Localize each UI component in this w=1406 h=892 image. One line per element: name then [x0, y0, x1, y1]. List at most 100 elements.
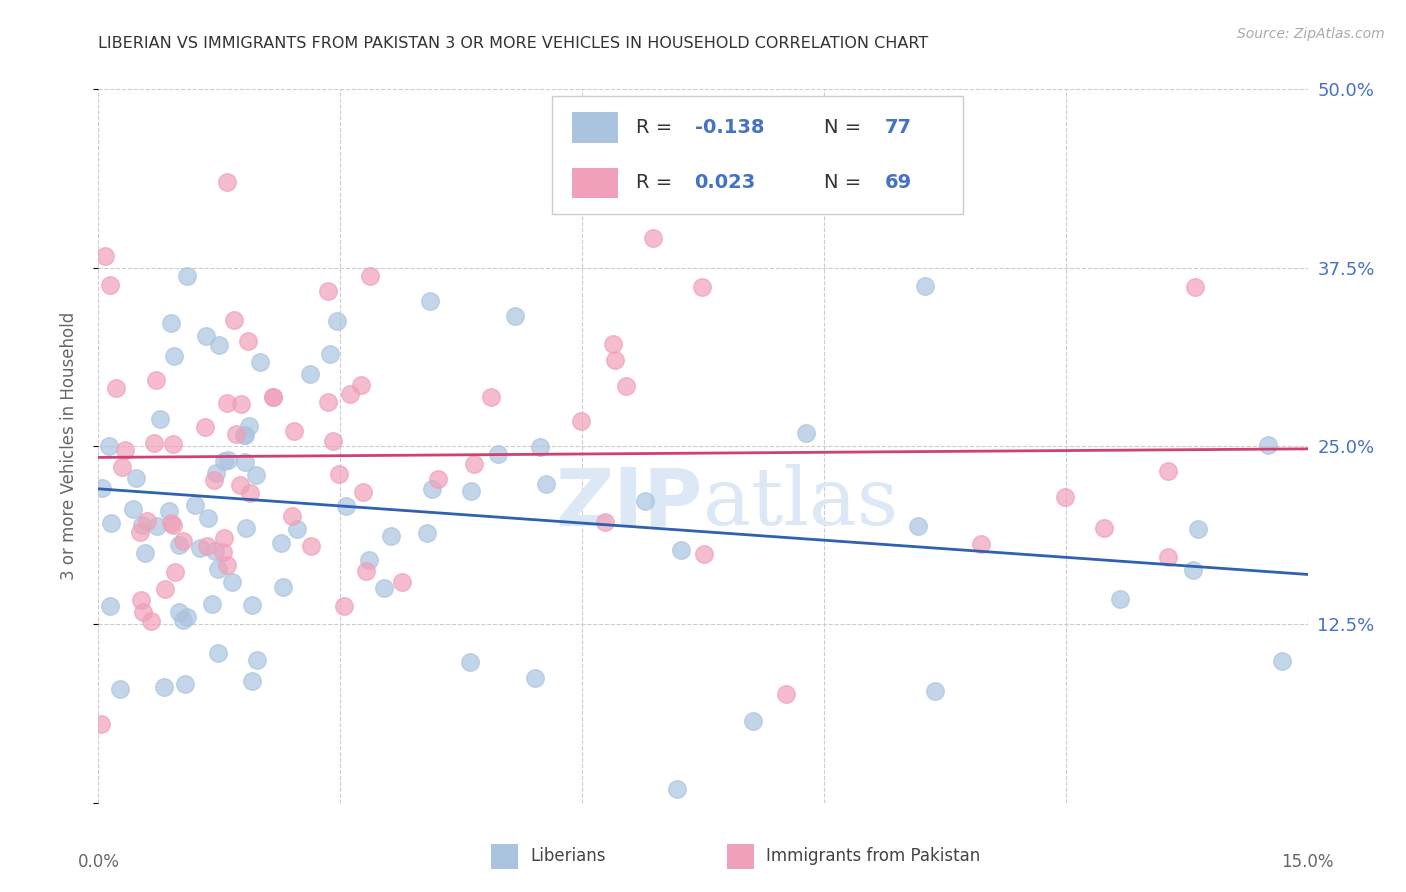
Point: [596, 125, 619, 139]
Point: [299, 539, 322, 553]
Point: [488, 447, 510, 461]
Point: [100, 516, 122, 530]
FancyBboxPatch shape: [727, 844, 754, 869]
Point: [201, 597, 224, 611]
Point: [215, 175, 238, 189]
Point: [131, 517, 153, 532]
Point: [145, 519, 167, 533]
Point: [98, 277, 121, 292]
Point: [111, 459, 134, 474]
Point: [249, 355, 271, 369]
Y-axis label: 3 or more Vehicles in Household: 3 or more Vehicles in Household: [59, 312, 77, 580]
Text: Source: ZipAtlas.com: Source: ZipAtlas.com: [1237, 27, 1385, 41]
Point: [228, 478, 250, 492]
Point: [231, 396, 253, 410]
Point: [245, 467, 267, 482]
Text: 69: 69: [884, 173, 911, 193]
Point: [914, 278, 936, 293]
Point: [373, 581, 395, 595]
Point: [90, 716, 112, 731]
Point: [114, 443, 136, 458]
Point: [205, 466, 228, 480]
Point: [281, 509, 304, 524]
Point: [1109, 591, 1132, 606]
Point: [238, 419, 260, 434]
Point: [299, 367, 322, 381]
Point: [222, 313, 245, 327]
Point: [202, 473, 225, 487]
Point: [197, 511, 219, 525]
Point: [690, 280, 713, 294]
Point: [212, 531, 235, 545]
Point: [426, 472, 449, 486]
Point: [634, 493, 657, 508]
Point: [121, 501, 143, 516]
Point: [419, 293, 441, 308]
Point: [335, 500, 357, 514]
Point: [188, 541, 211, 556]
Point: [157, 503, 180, 517]
Point: [463, 457, 485, 471]
Point: [359, 269, 381, 284]
Point: [569, 414, 592, 428]
Point: [693, 547, 716, 561]
Point: [145, 373, 167, 387]
Point: [194, 420, 217, 434]
Point: [907, 519, 929, 533]
Point: [129, 593, 152, 607]
Point: [270, 536, 292, 550]
FancyBboxPatch shape: [492, 844, 517, 869]
Text: R =: R =: [637, 118, 679, 137]
Point: [523, 671, 546, 685]
Point: [1157, 550, 1180, 565]
Point: [240, 673, 263, 688]
Point: [176, 610, 198, 624]
Point: [217, 453, 239, 467]
Point: [162, 437, 184, 451]
Point: [134, 545, 156, 559]
Text: 77: 77: [884, 118, 911, 137]
Point: [505, 309, 527, 323]
Text: ZIP: ZIP: [555, 464, 703, 542]
Point: [271, 580, 294, 594]
Point: [240, 598, 263, 612]
Point: [160, 316, 183, 330]
Point: [1257, 438, 1279, 452]
Point: [215, 396, 238, 410]
Point: [1053, 491, 1076, 505]
Point: [212, 544, 235, 558]
Text: -0.138: -0.138: [695, 118, 763, 137]
Point: [128, 525, 150, 540]
Point: [283, 424, 305, 438]
Point: [246, 653, 269, 667]
Point: [332, 599, 354, 613]
Point: [105, 381, 128, 395]
Point: [1271, 654, 1294, 668]
Point: [285, 522, 308, 536]
Point: [1184, 280, 1206, 294]
Point: [460, 655, 482, 669]
Point: [236, 334, 259, 348]
Point: [1092, 521, 1115, 535]
Point: [165, 566, 187, 580]
Point: [614, 378, 637, 392]
Point: [91, 481, 114, 495]
Point: [316, 284, 339, 298]
Point: [155, 582, 177, 597]
Point: [775, 687, 797, 701]
Point: [322, 434, 344, 448]
Point: [142, 436, 165, 450]
Point: [1157, 464, 1180, 478]
Point: [357, 553, 380, 567]
Point: [233, 427, 256, 442]
Text: Immigrants from Pakistan: Immigrants from Pakistan: [766, 847, 980, 865]
Point: [602, 336, 624, 351]
Point: [212, 454, 235, 468]
Point: [172, 613, 194, 627]
Point: [339, 386, 361, 401]
Point: [221, 574, 243, 589]
Point: [225, 426, 247, 441]
Point: [316, 395, 339, 409]
Point: [794, 425, 817, 440]
Text: 0.0%: 0.0%: [77, 853, 120, 871]
